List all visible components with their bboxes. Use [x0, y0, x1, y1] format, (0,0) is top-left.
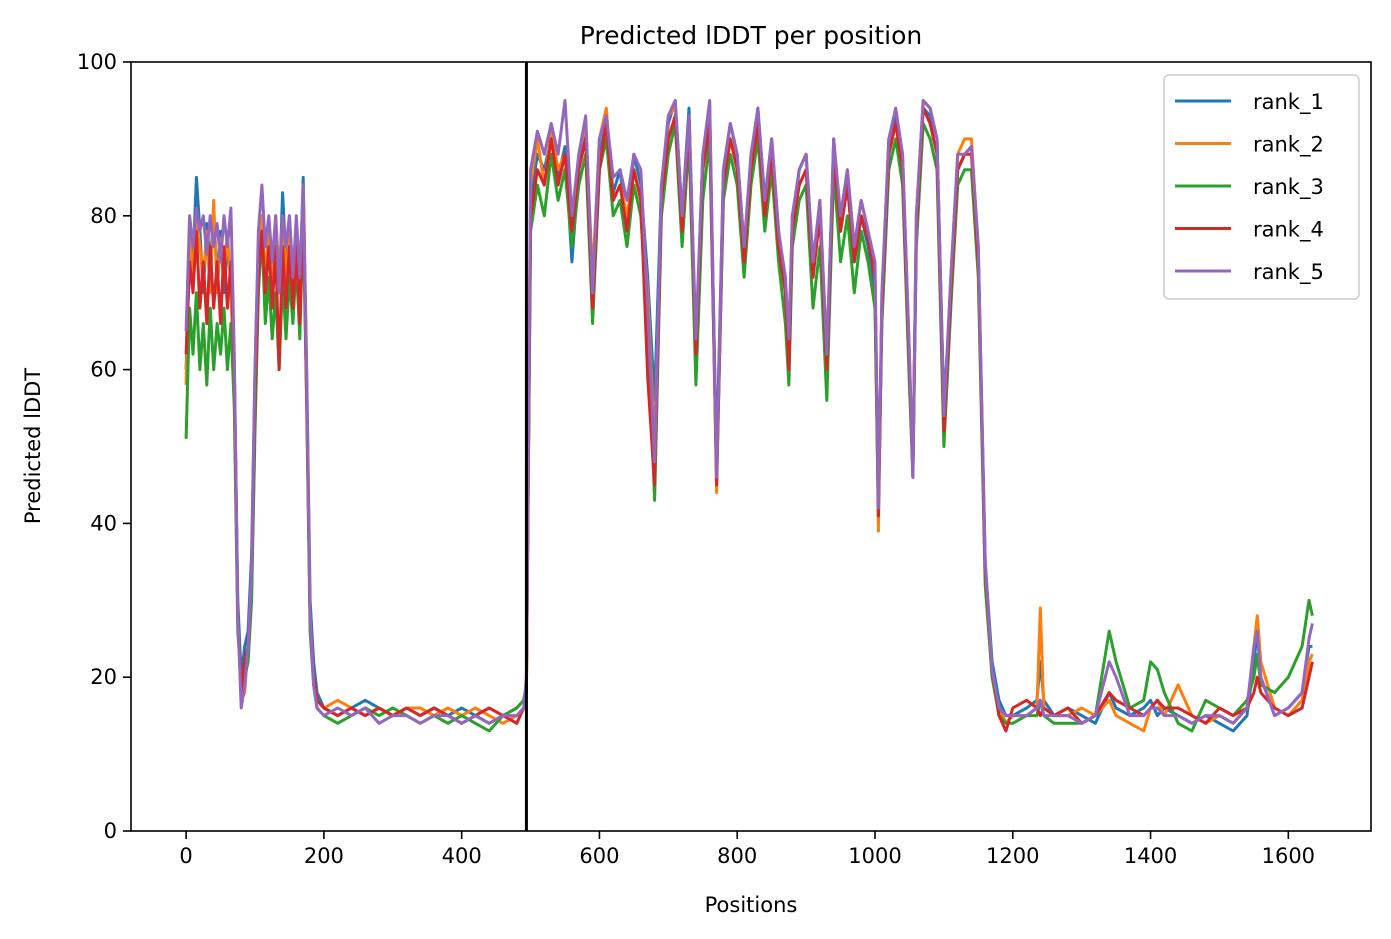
- y-tick-label: 40: [90, 511, 117, 535]
- y-axis-ticks: 0 20 40 60 80 100: [77, 50, 131, 843]
- x-tick-label: 400: [442, 844, 482, 868]
- y-axis-title: Predicted lDDT: [21, 368, 45, 524]
- plot-frame: [130, 61, 1372, 832]
- x-tick-label: 800: [717, 844, 757, 868]
- x-axis-title: Positions: [705, 893, 798, 917]
- chart-title: Predicted lDDT per position: [580, 21, 922, 50]
- x-tick-label: 1200: [986, 844, 1039, 868]
- y-tick-label: 20: [90, 665, 117, 689]
- y-tick-label: 80: [90, 204, 117, 228]
- x-tick-label: 600: [579, 844, 619, 868]
- legend-label-rank_3: rank_3: [1253, 175, 1324, 200]
- x-tick-label: 0: [179, 844, 192, 868]
- y-tick-label: 60: [90, 358, 117, 382]
- x-tick-label: 1600: [1262, 844, 1315, 868]
- series-line-rank_5: [184, 99, 1314, 725]
- x-tick-label: 200: [304, 844, 344, 868]
- x-tick-label: 1000: [848, 844, 901, 868]
- series-layer: [184, 99, 1314, 733]
- y-tick-label: 100: [77, 50, 117, 74]
- legend-label-rank_5: rank_5: [1253, 260, 1324, 285]
- legend-label-rank_2: rank_2: [1253, 133, 1324, 158]
- x-axis-ticks: 0 200 400 600 800 1000 1200 1400 1600: [179, 831, 1315, 868]
- legend-label-rank_4: rank_4: [1253, 218, 1324, 243]
- x-tick-label: 1400: [1124, 844, 1177, 868]
- legend-label-rank_1: rank_1: [1253, 90, 1324, 115]
- legend: rank_1 rank_2 rank_3 rank_4 rank_5: [1163, 74, 1360, 300]
- legend-box: [1163, 74, 1360, 300]
- y-tick-label: 0: [104, 819, 117, 843]
